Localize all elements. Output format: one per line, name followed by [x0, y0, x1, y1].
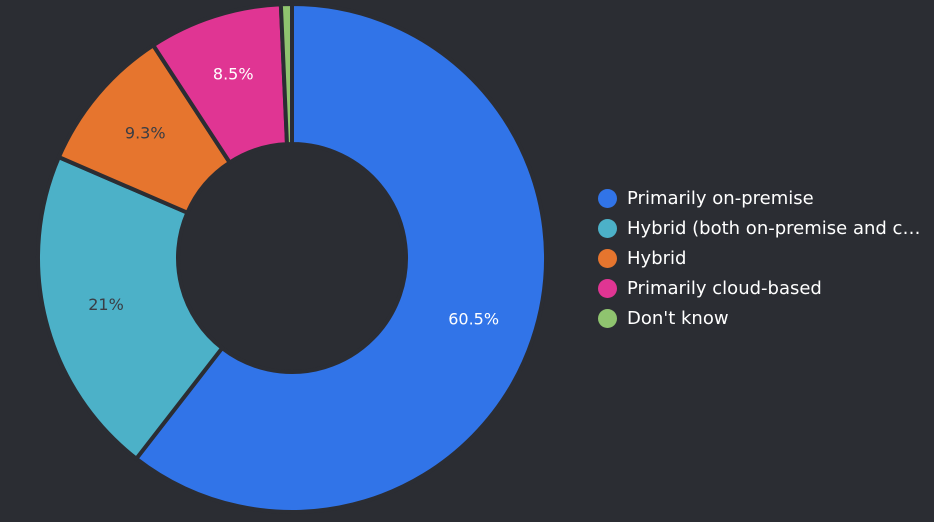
- slice-value-label: 60.5%: [448, 310, 499, 329]
- legend-swatch: [598, 248, 617, 268]
- legend-swatch: [598, 218, 617, 238]
- slice-labels-group: 60.5% 21% 9.3% 8.5%: [88, 65, 499, 329]
- legend-item[interactable]: Primarily on-premise: [598, 183, 934, 213]
- slice-primarily-on-premise[interactable]: [134, 2, 548, 514]
- legend-label: Primarily cloud-based: [627, 277, 822, 299]
- legend-item[interactable]: Primarily cloud-based: [598, 273, 934, 303]
- legend-item[interactable]: Don't know: [598, 303, 934, 333]
- legend-item[interactable]: Hybrid (both on-premise and cloud-based): [598, 213, 934, 243]
- legend-swatch: [598, 308, 617, 328]
- legend-label: Don't know: [627, 307, 729, 329]
- legend-swatch: [598, 188, 617, 208]
- slice-value-label: 9.3%: [125, 124, 166, 143]
- legend-label: Hybrid: [627, 247, 687, 269]
- slice-value-label: 21%: [88, 295, 124, 314]
- slices-group: [36, 2, 548, 514]
- legend-item[interactable]: Hybrid: [598, 243, 934, 273]
- legend-swatch: [598, 278, 617, 298]
- legend: Primarily on-premise Hybrid (both on-prem…: [598, 183, 934, 333]
- legend-label: Hybrid (both on-premise and cloud-based): [627, 217, 925, 239]
- legend-label: Primarily on-premise: [627, 187, 814, 209]
- slice-value-label: 8.5%: [213, 65, 254, 84]
- slice-don-t-know[interactable]: [278, 2, 294, 147]
- slice-hybrid-both-on-premise-and-cloud-based[interactable]: [36, 155, 225, 461]
